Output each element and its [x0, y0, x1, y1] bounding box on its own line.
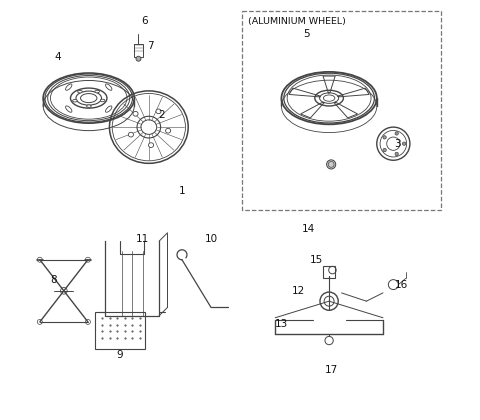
Circle shape	[383, 136, 386, 139]
Text: 9: 9	[117, 350, 123, 360]
Text: 12: 12	[291, 286, 305, 296]
Text: 17: 17	[324, 365, 338, 375]
Bar	[134, 44, 143, 57]
Text: 6: 6	[142, 16, 148, 26]
Circle shape	[383, 148, 386, 152]
Circle shape	[402, 142, 406, 145]
Text: 16: 16	[395, 280, 408, 290]
Ellipse shape	[156, 109, 161, 114]
Bar	[95, 312, 144, 349]
Ellipse shape	[100, 99, 105, 102]
Text: 2: 2	[158, 110, 165, 120]
Ellipse shape	[128, 132, 133, 137]
Circle shape	[395, 132, 398, 135]
Text: 8: 8	[50, 276, 57, 286]
Text: 11: 11	[136, 234, 149, 244]
Text: 4: 4	[54, 52, 61, 62]
Circle shape	[395, 152, 398, 155]
Circle shape	[326, 160, 336, 169]
Text: 15: 15	[310, 255, 324, 265]
Ellipse shape	[148, 143, 154, 147]
Text: 13: 13	[275, 319, 288, 329]
Text: (ALUMINIUM WHEEL): (ALUMINIUM WHEEL)	[248, 16, 346, 26]
Ellipse shape	[87, 105, 91, 108]
Ellipse shape	[95, 90, 99, 93]
Ellipse shape	[78, 90, 82, 93]
Text: 3: 3	[394, 139, 401, 149]
Ellipse shape	[166, 129, 171, 133]
Circle shape	[136, 56, 141, 61]
Bar	[242, 11, 441, 210]
Ellipse shape	[133, 111, 138, 116]
Text: 14: 14	[302, 223, 315, 234]
Text: 5: 5	[303, 29, 310, 39]
Text: 1: 1	[179, 186, 185, 197]
Bar	[323, 266, 336, 278]
Text: 7: 7	[147, 41, 154, 51]
Text: 10: 10	[204, 234, 217, 244]
Ellipse shape	[72, 100, 77, 102]
